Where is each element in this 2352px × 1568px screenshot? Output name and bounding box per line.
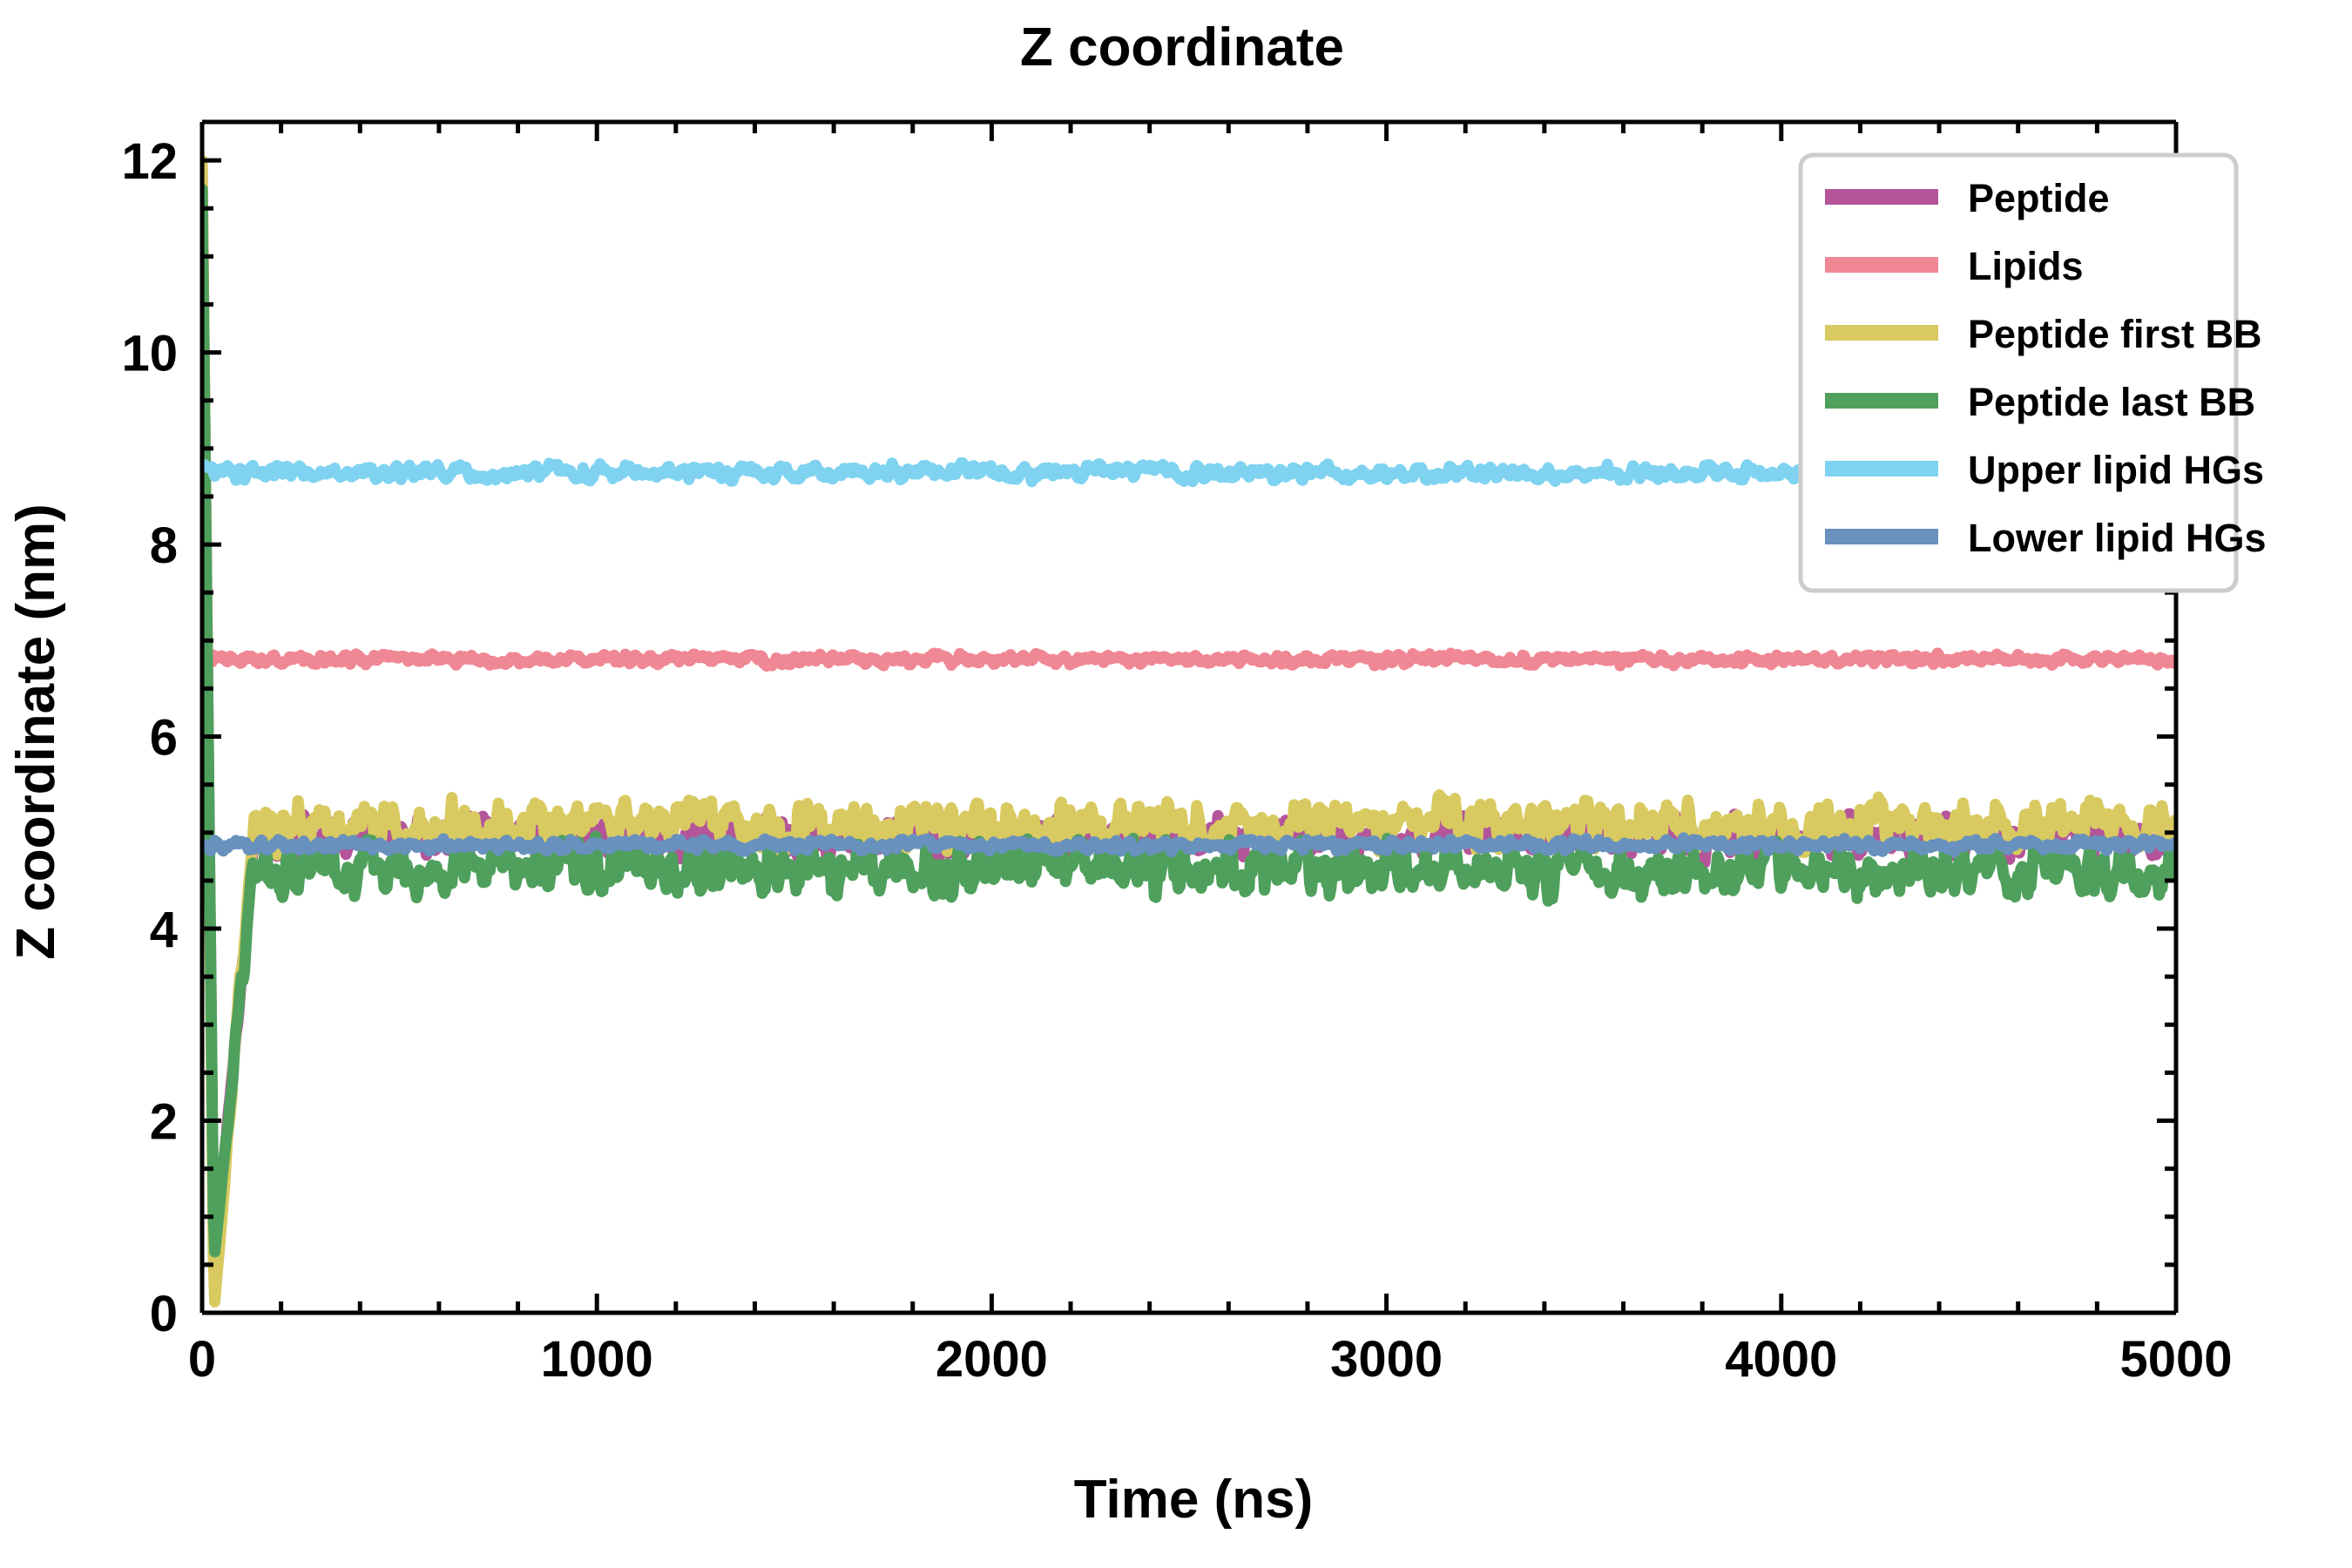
legend-label: Peptide last BB [1968, 380, 2255, 424]
x-tick-label: 5000 [2119, 1331, 2232, 1388]
x-tick-label: 4000 [1725, 1331, 1837, 1388]
y-tick-label: 4 [150, 902, 178, 958]
data-series-layer [202, 154, 2176, 1308]
legend-label: Lower lipid HGs [1968, 516, 2267, 560]
y-tick-label: 12 [121, 133, 178, 190]
y-tick-label: 10 [121, 326, 178, 382]
x-tick-label: 3000 [1330, 1331, 1443, 1388]
series-line-peptide-last-bb [202, 183, 2176, 1258]
chart-legend[interactable]: Peptide Lipids Peptide first BB Peptide las… [1798, 152, 2267, 593]
legend-label: Peptide first BB [1968, 312, 2262, 356]
x-tick-label: 0 [188, 1331, 216, 1388]
x-tick-label: 1000 [541, 1331, 653, 1388]
y-tick-label: 2 [150, 1094, 178, 1151]
legend-label: Lipids [1968, 244, 2084, 288]
series-line-lipids [202, 647, 2176, 672]
y-tick-label: 8 [150, 517, 178, 574]
y-tick-label: 0 [150, 1286, 178, 1342]
axis-tick-labels-layer: 0 1000 2000 3000 4000 5000 0 2 4 6 8 10 12 [121, 133, 2232, 1388]
x-axis-label: Time (ns) [1074, 1470, 1313, 1530]
y-tick-label: 6 [150, 710, 178, 767]
x-tick-label: 2000 [936, 1331, 1048, 1388]
legend-label: Upper lipid HGs [1968, 448, 2264, 492]
y-axis-label: Z coordinate (nm) [6, 504, 66, 960]
legend-label: Peptide [1968, 176, 2110, 220]
chart-title: Z coordinate [1020, 17, 1344, 78]
series-line-lower-lipid-hgs [202, 832, 2176, 858]
